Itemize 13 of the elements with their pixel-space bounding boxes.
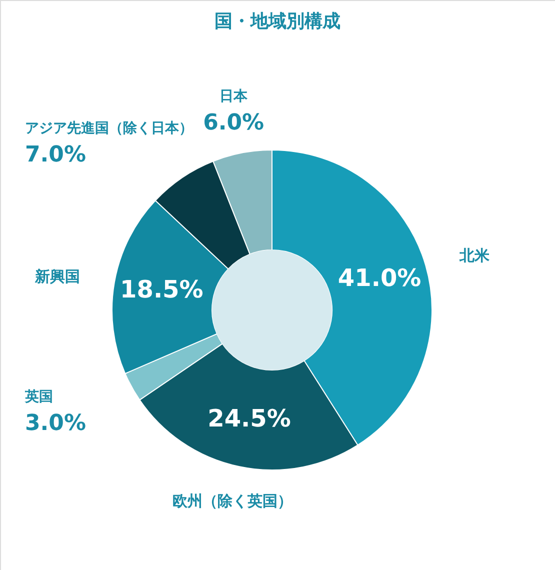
chart-title: 国・地域別構成 (214, 11, 340, 32)
slice-label: 英国 (24, 388, 53, 405)
data-label: 24.5% (208, 404, 291, 433)
data-label: 3.0% (25, 410, 86, 436)
data-label: 41.0% (338, 264, 422, 292)
slice-label: アジア先進国（除く日本） (25, 120, 193, 136)
slice-label: 欧州（除く英国） (172, 492, 292, 510)
data-label: 6.0% (203, 110, 264, 136)
slice-label: 北米 (458, 246, 490, 265)
slice-label: 日本 (220, 88, 249, 105)
data-label: 18.5% (120, 276, 204, 304)
data-label: 7.0% (25, 142, 86, 168)
slice-label: 新興国 (34, 267, 80, 286)
